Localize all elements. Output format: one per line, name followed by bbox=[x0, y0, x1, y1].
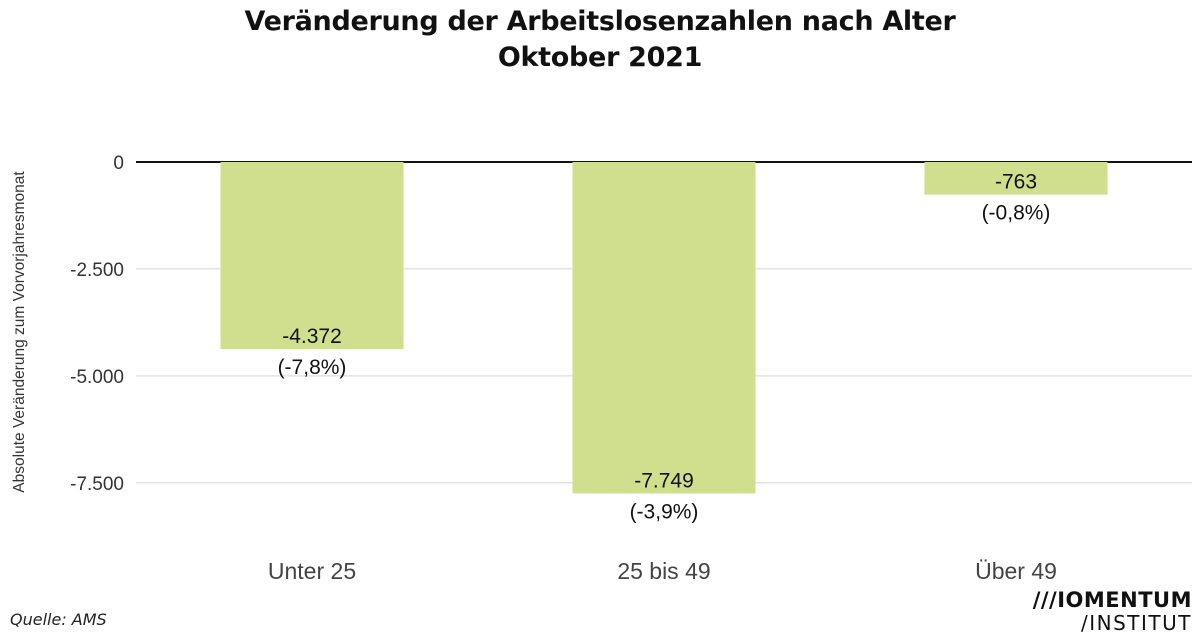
bar bbox=[572, 162, 756, 494]
y-axis-ticks: 0 -2.500 -5.000 -7.500 bbox=[70, 153, 124, 495]
bar-percent-label: (-7,8%) bbox=[278, 356, 347, 379]
logo-line-1: ///IOMENTUM bbox=[1032, 588, 1192, 612]
bar-percent-label: (-0,8%) bbox=[982, 202, 1051, 225]
y-tick-label: -2.500 bbox=[70, 260, 124, 281]
bar-value-label: -7.749 bbox=[634, 469, 694, 492]
y-tick-label: -5.000 bbox=[70, 367, 124, 388]
source-note: Quelle: AMS bbox=[10, 610, 107, 629]
x-tick-label: Unter 25 bbox=[268, 558, 356, 584]
data-labels: -4.372 (-7,8%) -7.749 (-3,9%) -763 (-0,8%) bbox=[278, 171, 1051, 524]
bar bbox=[220, 162, 404, 349]
chart-subtitle: Oktober 2021 bbox=[497, 42, 703, 73]
x-axis-ticks: Unter 25 25 bis 49 Über 49 bbox=[268, 558, 1057, 584]
bar bbox=[924, 162, 1108, 195]
y-tick-label: 0 bbox=[113, 153, 124, 174]
chart-title: Veränderung der Arbeitslosenzahlen nach … bbox=[244, 6, 956, 37]
y-tick-label: -7.500 bbox=[70, 474, 124, 495]
bar-percent-label: (-3,9%) bbox=[630, 500, 699, 523]
y-axis-label: Absolute Veränderung zum Vorvorjahresmon… bbox=[11, 171, 28, 493]
momentum-institut-logo: ///IOMENTUM /INSTITUT bbox=[1032, 588, 1192, 635]
x-tick-label: 25 bis 49 bbox=[617, 558, 710, 584]
bars bbox=[220, 162, 1108, 494]
bar-value-label: -4.372 bbox=[282, 325, 342, 348]
x-tick-label: Über 49 bbox=[975, 558, 1057, 584]
logo-line-2: /INSTITUT bbox=[1081, 611, 1192, 635]
bar-value-label: -763 bbox=[995, 171, 1037, 194]
